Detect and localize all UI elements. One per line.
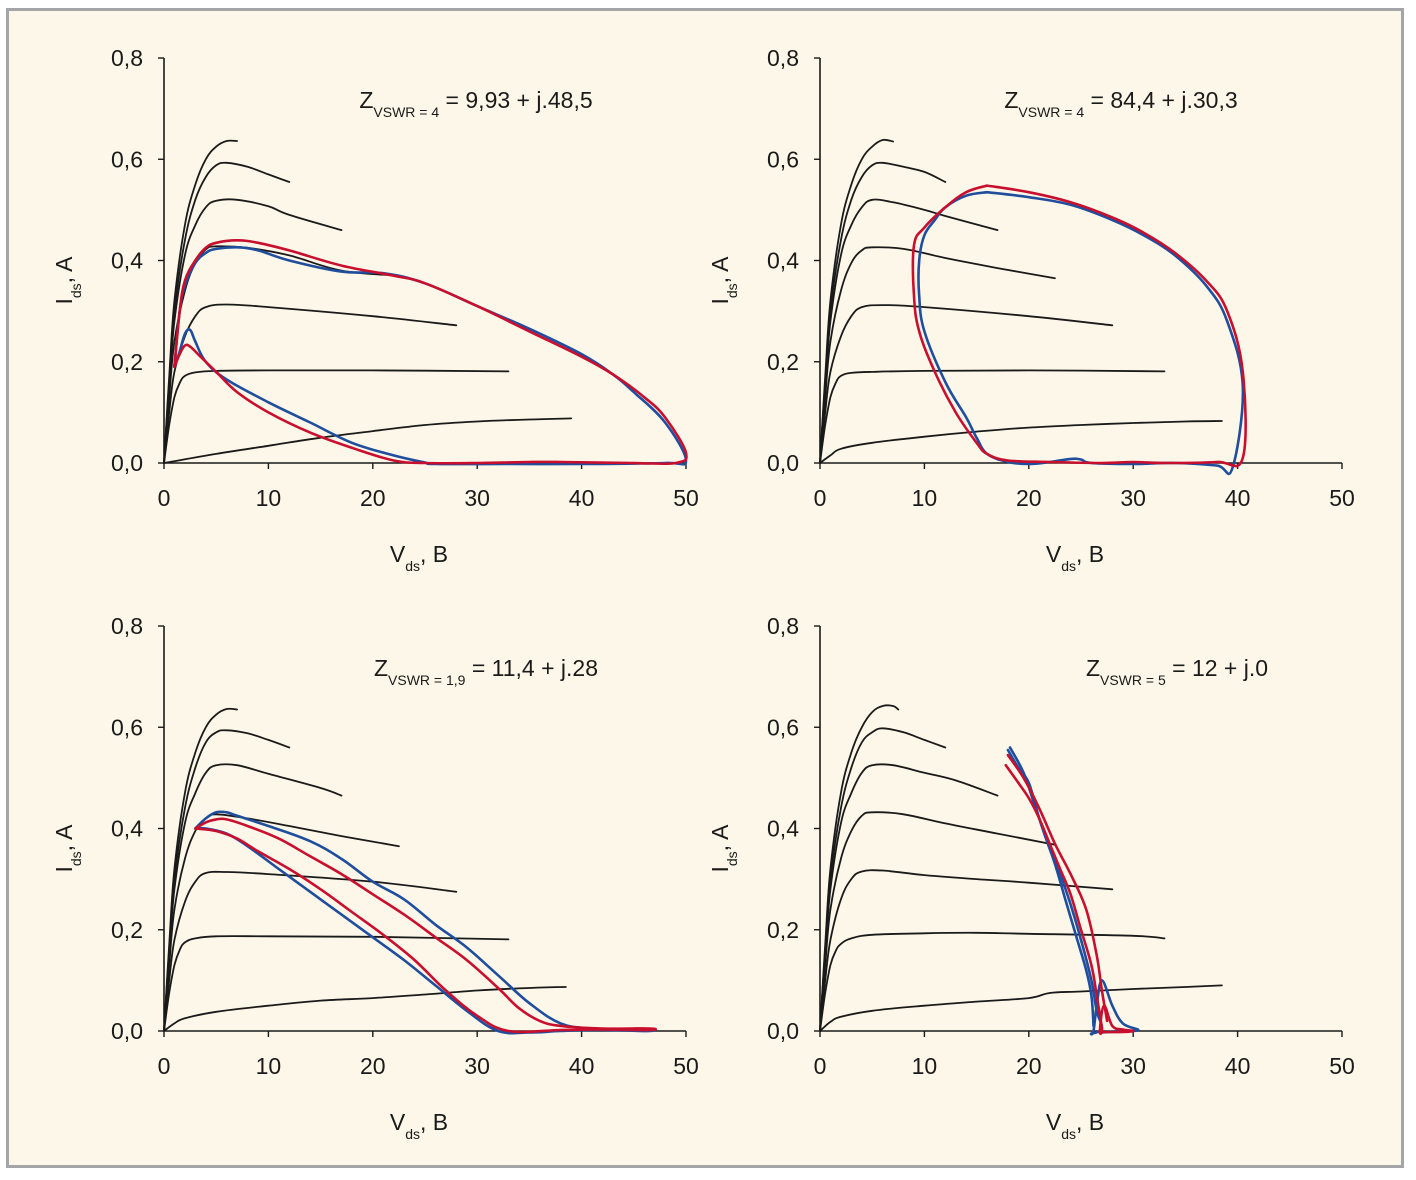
iv-curve-6 — [163, 729, 291, 1032]
x-tick-label: 40 — [1225, 485, 1251, 511]
y-tick-label: 0,8 — [111, 613, 143, 639]
y-tick-label: 0,2 — [111, 917, 143, 943]
load-line-blue-1 — [173, 245, 688, 466]
x-tick-label: 30 — [464, 485, 490, 511]
iv-curve-7 — [163, 707, 238, 1032]
x-tick-label: 0 — [158, 1053, 171, 1079]
load-line-red-2 — [173, 239, 688, 466]
iv-curve-2 — [163, 369, 510, 464]
x-tick-label: 40 — [1225, 1053, 1251, 1079]
x-tick-label: 20 — [360, 1053, 386, 1079]
y-tick-label: 0,8 — [111, 45, 143, 71]
x-tick-label: 0 — [814, 485, 827, 511]
iv-curve-4 — [819, 246, 1056, 464]
y-tick-label: 0,0 — [767, 1018, 799, 1044]
load-line-blue-1 — [917, 190, 1245, 476]
x-tick-label: 0 — [814, 1053, 827, 1079]
load-line-red-4 — [1006, 753, 1109, 1023]
x-tick-label: 30 — [464, 1053, 490, 1079]
chart-panel-4: 0 10 20 30 40 50 0,0 0,2 0,4 0,6 0,8 Vds, В Ids, A ZV… — [707, 613, 1355, 1142]
iv-curve-3 — [163, 870, 458, 1032]
x-tick-label: 30 — [1120, 485, 1146, 511]
x-tick-label: 10 — [912, 1053, 938, 1079]
y-tick-label: 0,0 — [767, 450, 799, 476]
x-axis-title: Vds, В — [390, 1109, 448, 1142]
x-tick-label: 40 — [569, 1053, 595, 1079]
iv-curve-5 — [163, 763, 343, 1032]
y-tick-label: 0,6 — [111, 714, 143, 740]
y-tick-label: 0,4 — [767, 816, 799, 842]
y-tick-label: 0,0 — [111, 450, 143, 476]
chart-panel-1: 0 10 20 30 40 50 0,0 0,2 0,4 0,6 0,8 Vds, В Ids, A ZV… — [51, 45, 699, 574]
iv-curve-1 — [163, 417, 573, 464]
iv-curve-3 — [163, 303, 458, 464]
x-tick-label: 0 — [158, 485, 171, 511]
x-tick-label: 50 — [1329, 485, 1355, 511]
chart-title: ZVSWR = 1,9 = 11,4 + j.28 — [374, 655, 598, 688]
x-tick-label: 20 — [1016, 485, 1042, 511]
chart-panel-2: 0 10 20 30 40 50 0,0 0,2 0,4 0,6 0,8 Vds, В Ids, A ZV… — [707, 45, 1355, 574]
x-axis-title: Vds, В — [1046, 1109, 1104, 1142]
y-tick-label: 0,4 — [111, 816, 143, 842]
iv-curve-3 — [819, 304, 1114, 464]
iv-curve-5 — [819, 763, 999, 1032]
x-tick-label: 50 — [673, 485, 699, 511]
iv-curve-2 — [163, 935, 510, 1032]
chart-title: ZVSWR = 5 = 12 + j.0 — [1086, 655, 1268, 688]
y-axis-title: Ids, A — [51, 256, 84, 305]
iv-curve-2 — [819, 369, 1166, 464]
y-tick-label: 0,0 — [111, 1018, 143, 1044]
y-axis-title: Ids, A — [707, 824, 740, 873]
y-tick-label: 0,6 — [767, 146, 799, 172]
x-tick-label: 20 — [360, 485, 386, 511]
iv-curve-7 — [819, 138, 894, 464]
iv-curve-6 — [819, 161, 947, 464]
y-tick-label: 0,2 — [767, 917, 799, 943]
x-tick-label: 50 — [1329, 1053, 1355, 1079]
y-tick-label: 0,6 — [111, 146, 143, 172]
y-axis-title: Ids, A — [51, 824, 84, 873]
iv-curve-7 — [163, 139, 238, 464]
x-tick-label: 50 — [673, 1053, 699, 1079]
y-tick-label: 0,2 — [111, 349, 143, 375]
x-tick-label: 40 — [569, 485, 595, 511]
y-tick-label: 0,4 — [767, 248, 799, 274]
x-axis-title: Vds, В — [390, 541, 448, 574]
figure-frame — [6, 8, 1404, 1168]
iv-curve-3 — [819, 869, 1114, 1032]
iv-curve-1 — [163, 986, 567, 1032]
y-tick-label: 0,2 — [767, 349, 799, 375]
y-tick-label: 0,8 — [767, 45, 799, 71]
load-line-red-2 — [911, 184, 1247, 468]
x-tick-label: 10 — [256, 1053, 282, 1079]
y-tick-label: 0,4 — [111, 248, 143, 274]
x-tick-label: 30 — [1120, 1053, 1146, 1079]
x-tick-label: 10 — [256, 485, 282, 511]
iv-curve-1 — [819, 984, 1223, 1032]
chart-title: ZVSWR = 4 = 9,93 + j.48,5 — [359, 87, 592, 120]
iv-curve-1 — [819, 420, 1223, 464]
load-line-red-3 — [1004, 763, 1135, 1035]
iv-curve-7 — [819, 704, 900, 1032]
x-tick-label: 20 — [1016, 1053, 1042, 1079]
y-tick-label: 0,6 — [767, 714, 799, 740]
y-tick-label: 0,8 — [767, 613, 799, 639]
x-tick-label: 10 — [912, 485, 938, 511]
load-line-red-2 — [194, 817, 658, 1034]
x-axis-title: Vds, В — [1046, 541, 1104, 574]
load-line-blue-1 — [194, 810, 656, 1035]
chart-panel-3: 0 10 20 30 40 50 0,0 0,2 0,4 0,6 0,8 Vds, В Ids, A ZV… — [51, 613, 699, 1142]
iv-curve-2 — [819, 931, 1166, 1032]
y-axis-title: Ids, A — [707, 256, 740, 305]
chart-title: ZVSWR = 4 = 84,4 + j.30,3 — [1004, 87, 1237, 120]
iv-curve-4 — [819, 811, 1056, 1032]
